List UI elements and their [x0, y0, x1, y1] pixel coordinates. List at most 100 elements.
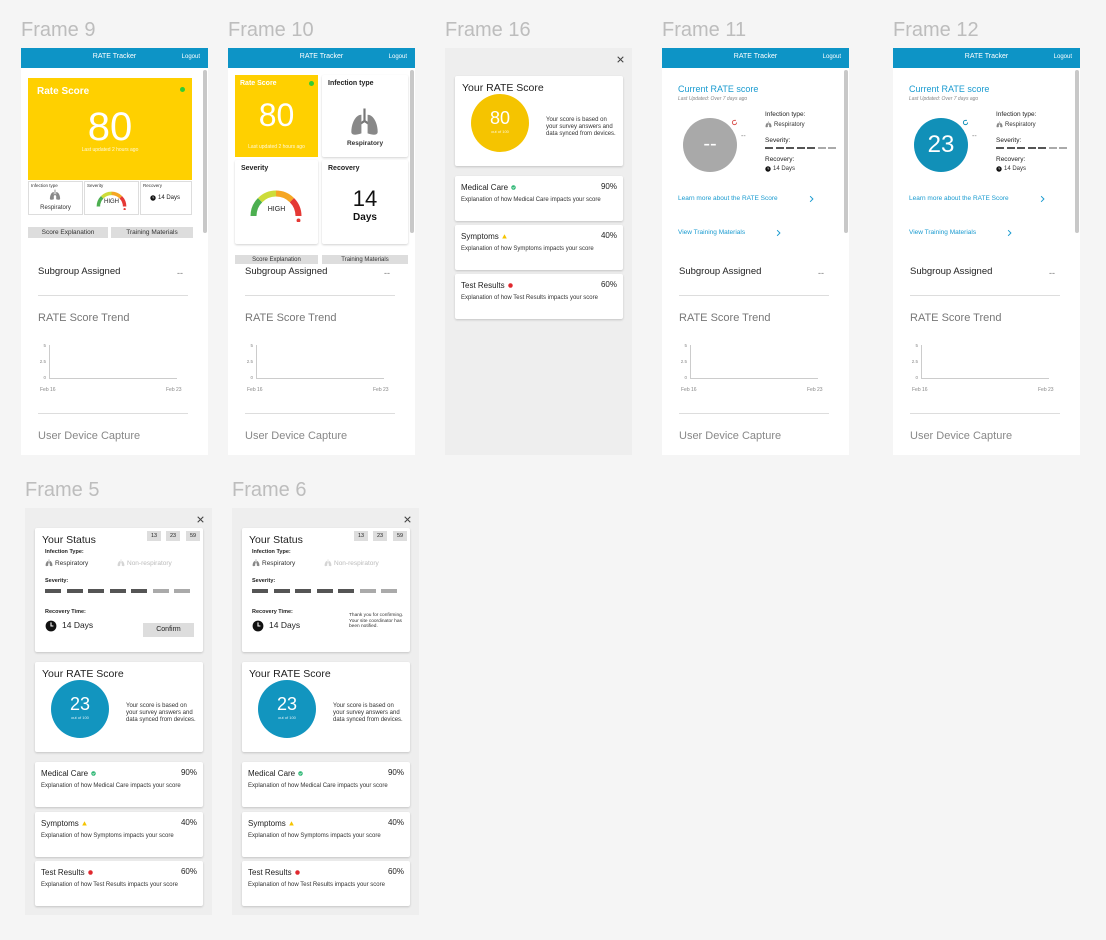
status-alert [294, 870, 300, 875]
frame-label: Frame 6 [232, 479, 307, 501]
divider [910, 295, 1060, 296]
severity-bar [252, 589, 268, 593]
status-ok-part [511, 185, 516, 190]
trend-axis [921, 345, 922, 378]
factor-card: Medical Care 90% Explanation of how Medica… [35, 762, 203, 807]
score-card: Rate Score 80 Last updated 2 hours ago [28, 78, 192, 180]
recovery-card: Recovery 14 Days [322, 160, 408, 244]
tab-button[interactable]: Training Materials [322, 255, 408, 264]
logout-link[interactable]: Logout [181, 54, 200, 60]
tab-button[interactable]: Training Materials [111, 227, 193, 238]
trend-axis [49, 378, 177, 379]
factor-name: Test Results [248, 868, 292, 877]
severity-gauge-part [296, 218, 301, 222]
lung-icon-part [324, 561, 328, 567]
factor-percent: 90% [180, 768, 197, 777]
lung-icon [45, 559, 53, 567]
infection-option[interactable]: Non-respiratory [127, 560, 172, 567]
status-alert [507, 283, 513, 288]
factor-card: Symptoms 40% Explanation of how Symptoms i… [455, 225, 623, 270]
tile-value: HIGH [104, 199, 119, 205]
infection-option[interactable]: Respiratory [262, 560, 296, 567]
score-updated: Last updated 2 hours ago [81, 147, 139, 153]
timer-box: 23 [166, 531, 180, 541]
trend-x-label: Feb 16 [912, 387, 928, 393]
severity-gauge-part [111, 191, 123, 199]
status-dot [309, 81, 314, 86]
factor-percent: 60% [180, 867, 197, 876]
refresh-icon-part [731, 119, 738, 126]
status-ok-part [92, 772, 96, 775]
clock-icon-part [767, 167, 770, 170]
trend-axis [256, 345, 257, 378]
score-circle: 80 out of 100 [471, 94, 529, 152]
factor-card: Test Results 60% Explanation of how Test R… [455, 274, 623, 319]
score-value: 80 [258, 97, 295, 133]
lung-icon-part [256, 561, 260, 567]
info-label: Recovery: [996, 156, 1026, 163]
recovery-value: 14 [352, 186, 378, 211]
status-label: Infection Type: [252, 549, 291, 555]
logout-link[interactable]: Logout [822, 54, 841, 60]
infection-option[interactable]: Non-respiratory [334, 560, 379, 567]
confirmation-message: Thank you for confirming. Your site coor… [349, 613, 404, 630]
severity-tile: Severity HIGH [84, 181, 139, 215]
status-label: Severity: [252, 578, 276, 584]
logout-link[interactable]: Logout [1053, 54, 1072, 60]
trend-y-label: 0 [250, 375, 253, 380]
app-title: RATE Tracker [733, 53, 778, 60]
factor-card: Test Results 60% Explanation of how Test R… [35, 861, 203, 906]
subgroup-label: Subgroup Assigned [245, 266, 328, 277]
score-delta: -- [972, 133, 977, 140]
recovery-value: 14 Days [269, 620, 301, 630]
confirm-button[interactable]: Confirm [143, 623, 194, 637]
divider [679, 295, 829, 296]
frame: RATE Tracker Logout Rate Score 80 Last updat… [228, 48, 415, 455]
severity-bar [817, 147, 826, 149]
severity-bar [109, 589, 126, 593]
timer-box: 13 [354, 531, 368, 541]
chevron-icon [775, 229, 782, 237]
close-button[interactable] [404, 516, 411, 523]
link[interactable]: Learn more about the RATE Score [909, 195, 1009, 202]
lung-icon-part [326, 559, 330, 564]
link[interactable]: Learn more about the RATE Score [678, 195, 778, 202]
timer-box: 59 [393, 531, 407, 541]
score-value: 23 [927, 130, 955, 158]
tile-value: 14 Days [158, 195, 181, 201]
severity-bar [381, 589, 397, 593]
severity-gauge-part [275, 190, 295, 203]
severity-bar [1006, 147, 1015, 149]
factor-description: Explanation of how Symptoms impacts your… [461, 246, 594, 252]
severity-gauge-part [96, 195, 104, 207]
severity-bar [807, 147, 815, 149]
info-value: Respiratory [1005, 122, 1036, 128]
lung-icon-part [119, 559, 123, 564]
severity-gauge [94, 189, 129, 210]
status-dot [180, 87, 185, 92]
close-button[interactable] [197, 516, 204, 523]
tab-button[interactable]: Score Explanation [28, 227, 108, 238]
lung-icon-part [996, 122, 999, 128]
chevron-icon-part [809, 195, 814, 203]
status-ok-part [299, 772, 303, 775]
score-updated: Last updated 2 hours ago [248, 144, 305, 150]
info-label: Infection type: [765, 111, 806, 118]
clock-icon [996, 166, 1002, 172]
status-label: Recovery Time: [252, 609, 293, 615]
logout-link[interactable]: Logout [388, 54, 407, 60]
factor-row: Medical Care [461, 183, 516, 192]
close-button[interactable] [617, 56, 624, 63]
chevron-icon-part [1007, 229, 1012, 237]
link[interactable]: View Training Materials [678, 229, 746, 236]
infection-option[interactable]: Respiratory [55, 560, 89, 567]
trend-axis [49, 345, 50, 378]
refresh-icon-part [731, 119, 738, 126]
tab-button[interactable]: Score Explanation [235, 255, 318, 264]
score-value: 80 [87, 105, 133, 149]
footer-title: User Device Capture [679, 430, 782, 442]
status-alert-part [87, 870, 93, 875]
close-button-part [617, 56, 624, 63]
current-title: Current RATE score [678, 84, 759, 94]
link[interactable]: View Training Materials [909, 229, 977, 236]
